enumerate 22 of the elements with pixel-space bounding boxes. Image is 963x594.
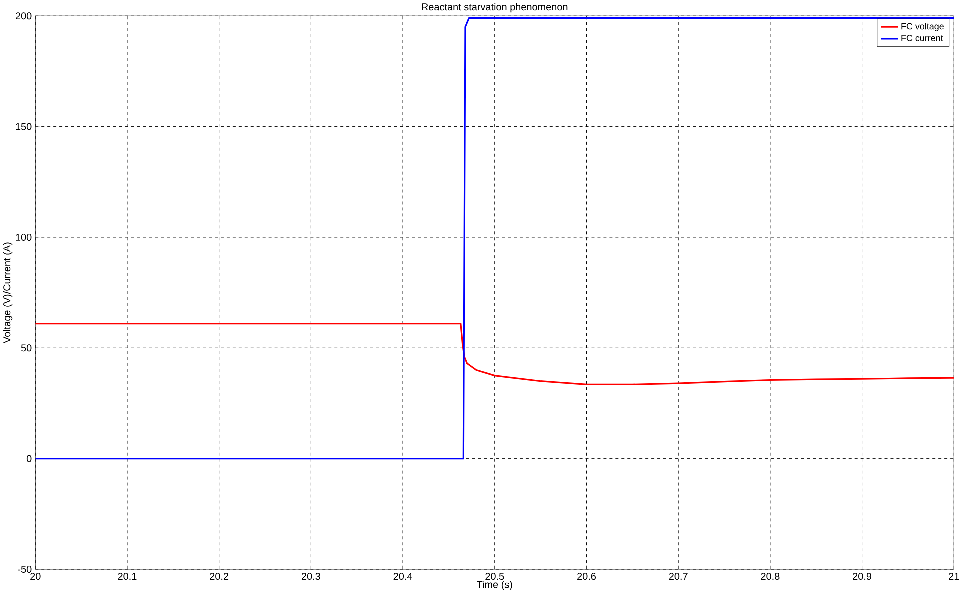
y-axis-title: Voltage (V)/Current (A)	[3, 242, 13, 344]
x-tick-label: 20	[30, 573, 41, 580]
x-tick-label: 20.1	[118, 573, 137, 580]
legend-label: FC voltage	[902, 23, 944, 32]
x-tick-label: 20.6	[578, 573, 596, 580]
y-tick-label: 150	[16, 123, 32, 131]
chart-title: Reactant starvation phenomenon	[422, 4, 568, 13]
x-tick-label: 20.3	[302, 573, 320, 580]
x-tick-label: 20.7	[669, 573, 688, 580]
y-tick-label: 200	[16, 12, 32, 20]
x-tick-label: 21	[949, 573, 960, 580]
x-tick-label: 20.5	[486, 573, 504, 580]
y-tick-label: 0	[26, 456, 32, 463]
x-tick-label: 20.8	[761, 573, 780, 580]
x-tick-label: 20.4	[394, 573, 412, 580]
y-tick-label: 100	[16, 234, 32, 242]
y-tick-label: -50	[18, 566, 32, 574]
y-tick-label: 50	[21, 344, 32, 352]
legend-label: FC current	[902, 35, 944, 42]
x-tick-label: 20.2	[210, 573, 229, 580]
x-axis-title: Time (s)	[477, 581, 512, 590]
x-tick-label: 20.9	[853, 573, 872, 580]
